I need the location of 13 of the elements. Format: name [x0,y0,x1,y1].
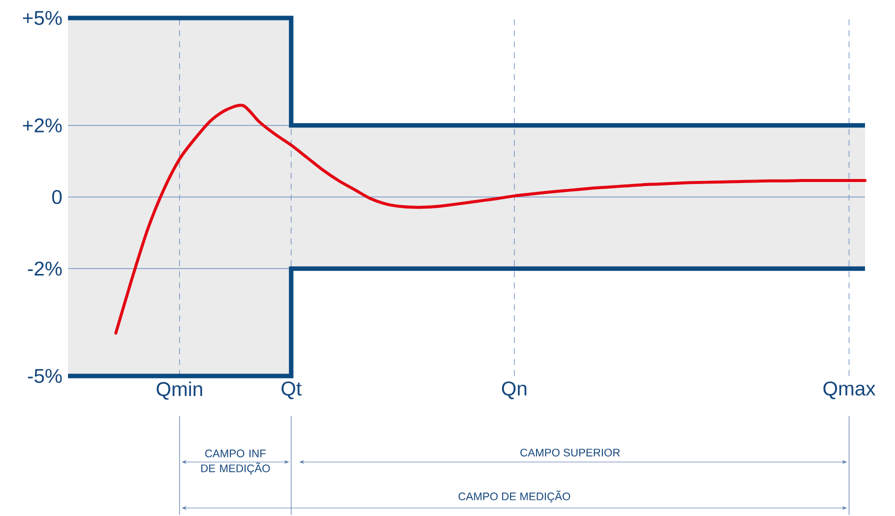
x-tick-label: Qmax [823,382,876,400]
text: CAMPO INF DE MEDIÇÃO [201,450,270,474]
y-tick-label: +5% [23,10,62,25]
x-tick-label: Qmin [156,382,202,400]
y-tick-label: -2% [28,262,62,276]
y-tick-label: 0 [52,190,62,204]
text: CAMPO SUPERIOR [520,448,620,456]
text: CAMPO DE MEDIÇÃO [458,490,570,502]
x-tick-label: Qn [502,382,526,400]
x-tick-label: Qt [282,382,302,400]
y-tick-label: -5% [28,368,62,383]
y-tick-label: +2% [23,118,62,132]
line-series [114,104,867,335]
